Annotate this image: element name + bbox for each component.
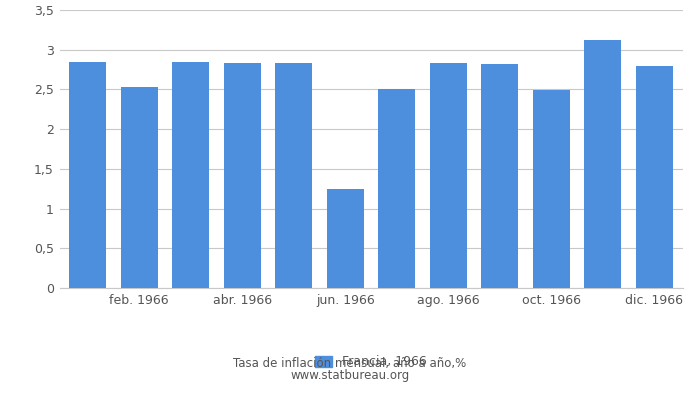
Legend: Francia, 1966: Francia, 1966	[315, 356, 427, 368]
Bar	[430, 63, 467, 288]
Bar	[481, 64, 518, 288]
Bar	[533, 90, 570, 288]
Bar	[636, 66, 673, 288]
Bar	[224, 63, 261, 288]
Bar	[275, 63, 312, 288]
Bar	[69, 62, 106, 288]
Bar	[172, 62, 209, 288]
Bar	[378, 90, 415, 288]
Bar	[584, 40, 621, 288]
Text: www.statbureau.org: www.statbureau.org	[290, 369, 410, 382]
Bar	[121, 87, 158, 288]
Bar	[327, 189, 364, 288]
Text: Tasa de inflación mensual, año a año,%: Tasa de inflación mensual, año a año,%	[233, 357, 467, 370]
